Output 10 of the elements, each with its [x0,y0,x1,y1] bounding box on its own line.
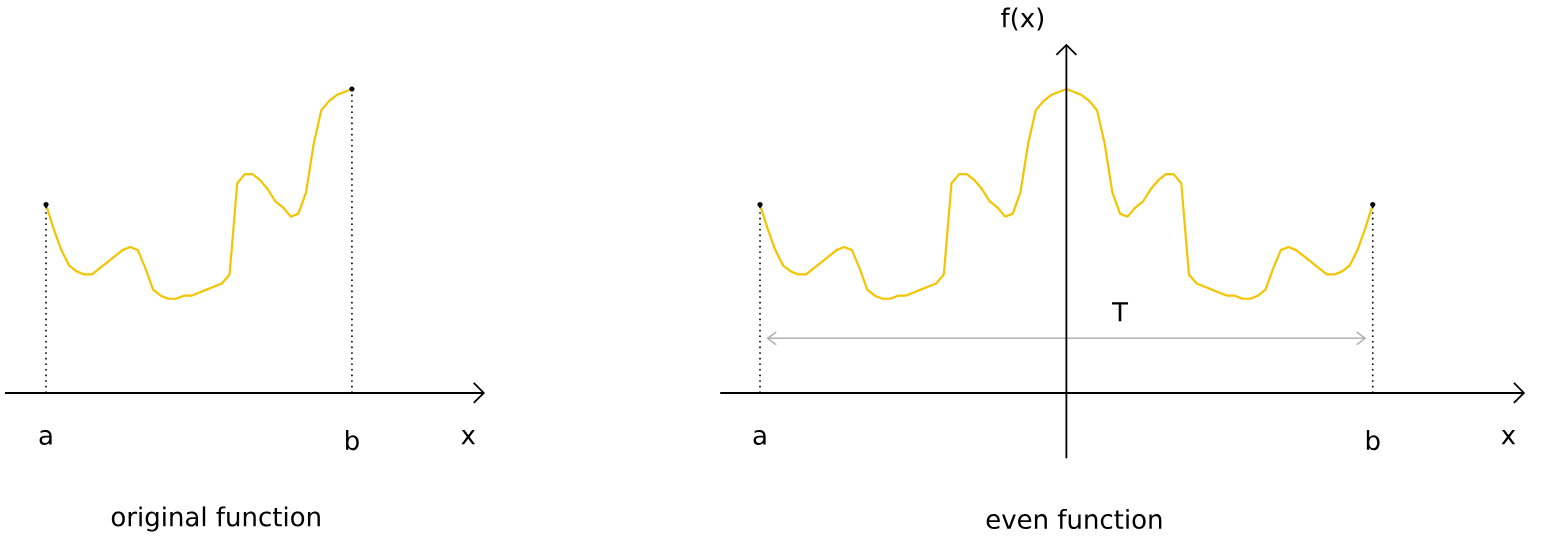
x-tick-label: a [753,430,766,445]
text: even function [986,508,1162,530]
series-label: T [1112,302,1129,322]
x-axis-title: x [1501,430,1516,445]
text: original function [111,506,320,532]
y-axis-title: f(x) [1001,7,1044,31]
x-tick-label: a [39,430,52,445]
x-tick-label: b [346,430,359,451]
x-axis-title: x [461,430,476,445]
x-tick-label: b [1366,430,1380,451]
